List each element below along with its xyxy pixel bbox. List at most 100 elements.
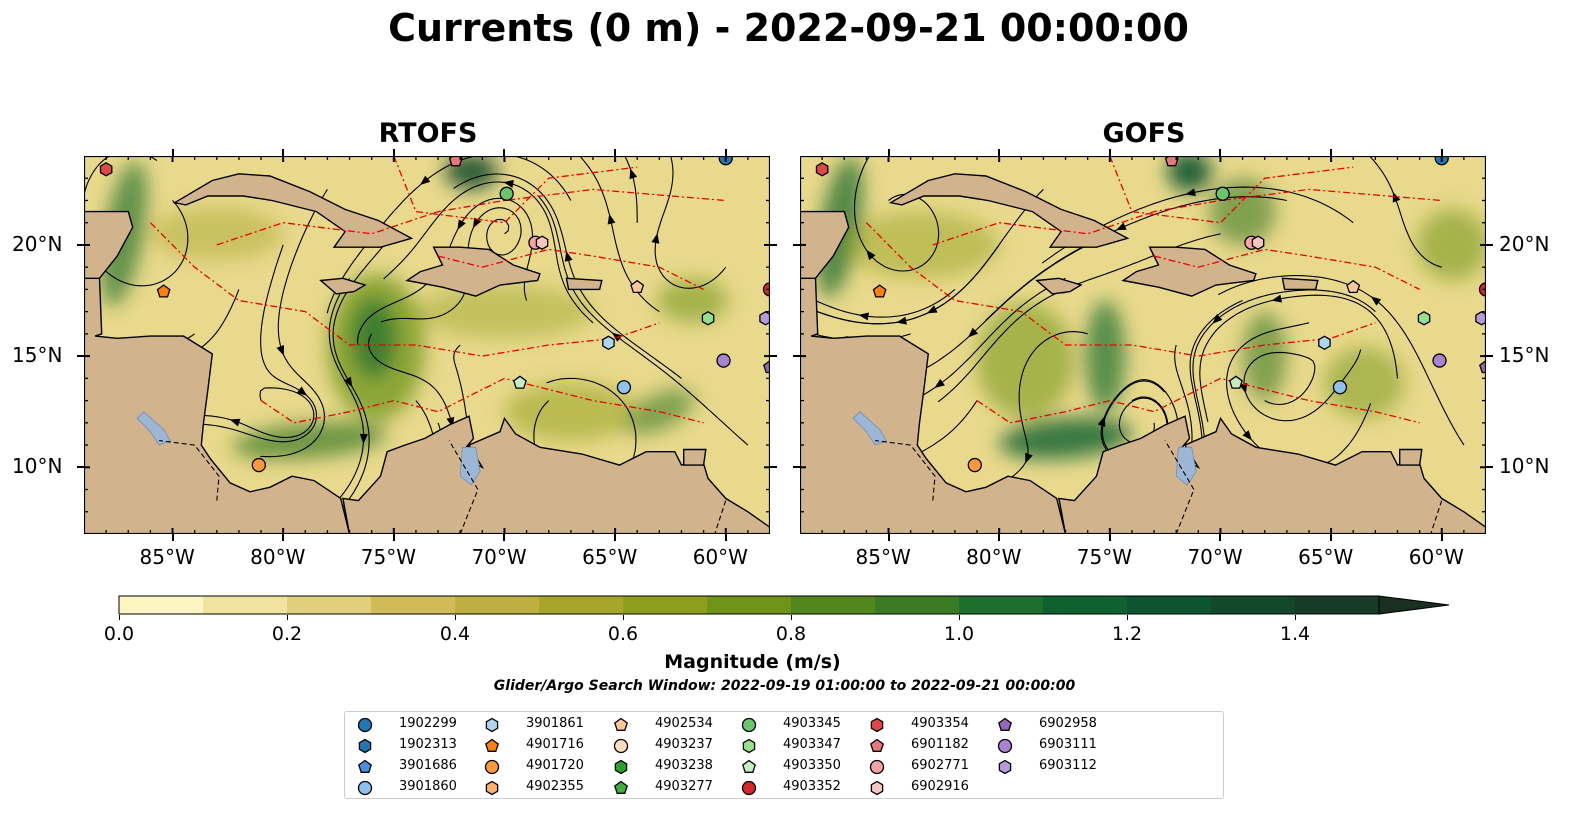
rtofs-lon-tick-label: 80°W xyxy=(250,545,306,569)
tick-mark xyxy=(770,355,777,358)
land-trinidad xyxy=(1399,448,1423,466)
country-border xyxy=(875,440,936,501)
legend-marker xyxy=(485,717,499,733)
legend-label: 1902299 xyxy=(399,716,457,731)
tick-mark xyxy=(1330,534,1333,541)
streamline-arrow xyxy=(967,327,979,338)
colorbar-segment xyxy=(623,596,708,614)
tick-mark xyxy=(1486,466,1493,469)
legend-marker xyxy=(485,738,499,752)
colorbar-tick-label: 0.8 xyxy=(775,623,807,645)
legend-label: 4903350 xyxy=(783,758,841,773)
legend-marker-4903347 xyxy=(742,738,756,754)
current-magnitude-field xyxy=(100,156,728,460)
float-marker-6901182 xyxy=(448,156,463,167)
map-frame-ticks xyxy=(84,156,770,534)
float-marker-4901716 xyxy=(156,284,171,298)
streamline-arrow xyxy=(607,213,616,225)
land-puertoRico xyxy=(1281,277,1319,291)
float-marker-6903112 xyxy=(759,311,770,326)
streamline-arrow xyxy=(651,233,660,244)
current-magnitude-field xyxy=(816,156,1486,460)
tick-mark xyxy=(1219,149,1222,156)
colorbar-tick-mark xyxy=(623,615,624,620)
eez-line xyxy=(932,188,1442,246)
eez-line xyxy=(149,222,660,357)
float-marker-6903112 xyxy=(1475,311,1486,326)
eez-boundaries xyxy=(149,156,727,534)
streamline-arrow xyxy=(296,386,308,396)
legend-label: 4903354 xyxy=(911,716,969,731)
land-yucatan xyxy=(800,210,850,279)
legend-marker xyxy=(358,759,372,773)
legend-label: 4903277 xyxy=(655,779,713,794)
country-border xyxy=(1430,500,1443,534)
streamline-arrow xyxy=(343,376,353,388)
float-marker-4903347 xyxy=(1417,311,1431,326)
gofs-lon-tick-label: 85°W xyxy=(855,545,911,569)
float-marker-4903354 xyxy=(99,162,113,177)
legend-marker xyxy=(998,759,1012,775)
legend-label: 6903111 xyxy=(1039,737,1097,752)
float-marker-4902534 xyxy=(1346,279,1361,294)
colorbar-segment xyxy=(287,596,372,614)
colorbar-segment xyxy=(1127,596,1212,614)
lake xyxy=(136,411,171,446)
tick-mark xyxy=(1219,534,1222,541)
legend-marker xyxy=(358,738,372,754)
tick-mark xyxy=(887,149,890,156)
float-marker-3901861 xyxy=(1318,335,1331,351)
legend-marker-3901860 xyxy=(357,780,373,796)
colorbar xyxy=(118,595,1453,623)
streamline-arrow xyxy=(1239,382,1248,394)
float-marker-6903111 xyxy=(1432,353,1447,368)
tick-mark xyxy=(1108,534,1111,541)
tick-mark xyxy=(887,534,890,541)
legend-label: 4902534 xyxy=(655,716,713,731)
legend-label: 4903238 xyxy=(655,758,713,773)
legend-marker-4903350 xyxy=(742,759,756,773)
streamline-arrow xyxy=(276,345,284,356)
float-marker-4901716 xyxy=(872,284,887,298)
legend-marker-6901182 xyxy=(870,738,884,752)
rtofs-lon-tick-label: 70°W xyxy=(471,545,527,569)
float-legend: 1902299 1902313 3901686 3901860 3901861 49017… xyxy=(344,711,1224,799)
land-jamaica xyxy=(1035,277,1083,295)
tick-mark xyxy=(998,149,1001,156)
legend-marker xyxy=(357,780,373,796)
search-window-caption: Glider/Argo Search Window: 2022-09-19 01… xyxy=(493,678,1076,694)
gofs-lon-tick-label: 70°W xyxy=(1187,545,1243,569)
tick-mark xyxy=(171,534,174,541)
legend-label: 6902916 xyxy=(911,779,969,794)
legend-marker xyxy=(997,738,1013,754)
tick-mark xyxy=(1486,243,1493,246)
legend-marker xyxy=(741,780,757,796)
map-frame-ticks xyxy=(800,156,1486,534)
streamline-arrow xyxy=(1212,314,1223,324)
tick-mark xyxy=(998,534,1001,541)
legend-marker xyxy=(614,717,628,731)
colorbar-segment xyxy=(371,596,456,614)
tick-mark xyxy=(770,466,777,469)
colorbar-segment xyxy=(539,596,624,614)
streamline-arrow xyxy=(1271,294,1283,303)
colorbar-segment xyxy=(455,596,540,614)
legend-marker-4901716 xyxy=(485,738,499,752)
float-marker-4902534 xyxy=(630,279,645,294)
colorbar-segment xyxy=(875,596,960,614)
eez-line xyxy=(1109,156,1354,224)
float-marker-3901861 xyxy=(602,335,615,351)
legend-marker-4901720 xyxy=(484,759,500,775)
legend-marker-4903345 xyxy=(741,717,757,733)
tick-mark xyxy=(724,149,727,156)
figure-title: Currents (0 m) - 2022-09-21 00:00:00 xyxy=(388,6,1189,50)
tick-mark xyxy=(77,355,84,358)
rtofs-panel-title: RTOFS xyxy=(378,118,478,149)
tick-mark xyxy=(503,534,506,541)
tick-mark xyxy=(793,243,800,246)
streamline-arrow xyxy=(896,316,907,325)
gofs-lon-tick-label: 75°W xyxy=(1076,545,1133,569)
float-marker-3901860 xyxy=(1332,380,1348,395)
gofs-map-canvas xyxy=(800,156,1486,534)
legend-label: 4901720 xyxy=(526,758,584,773)
